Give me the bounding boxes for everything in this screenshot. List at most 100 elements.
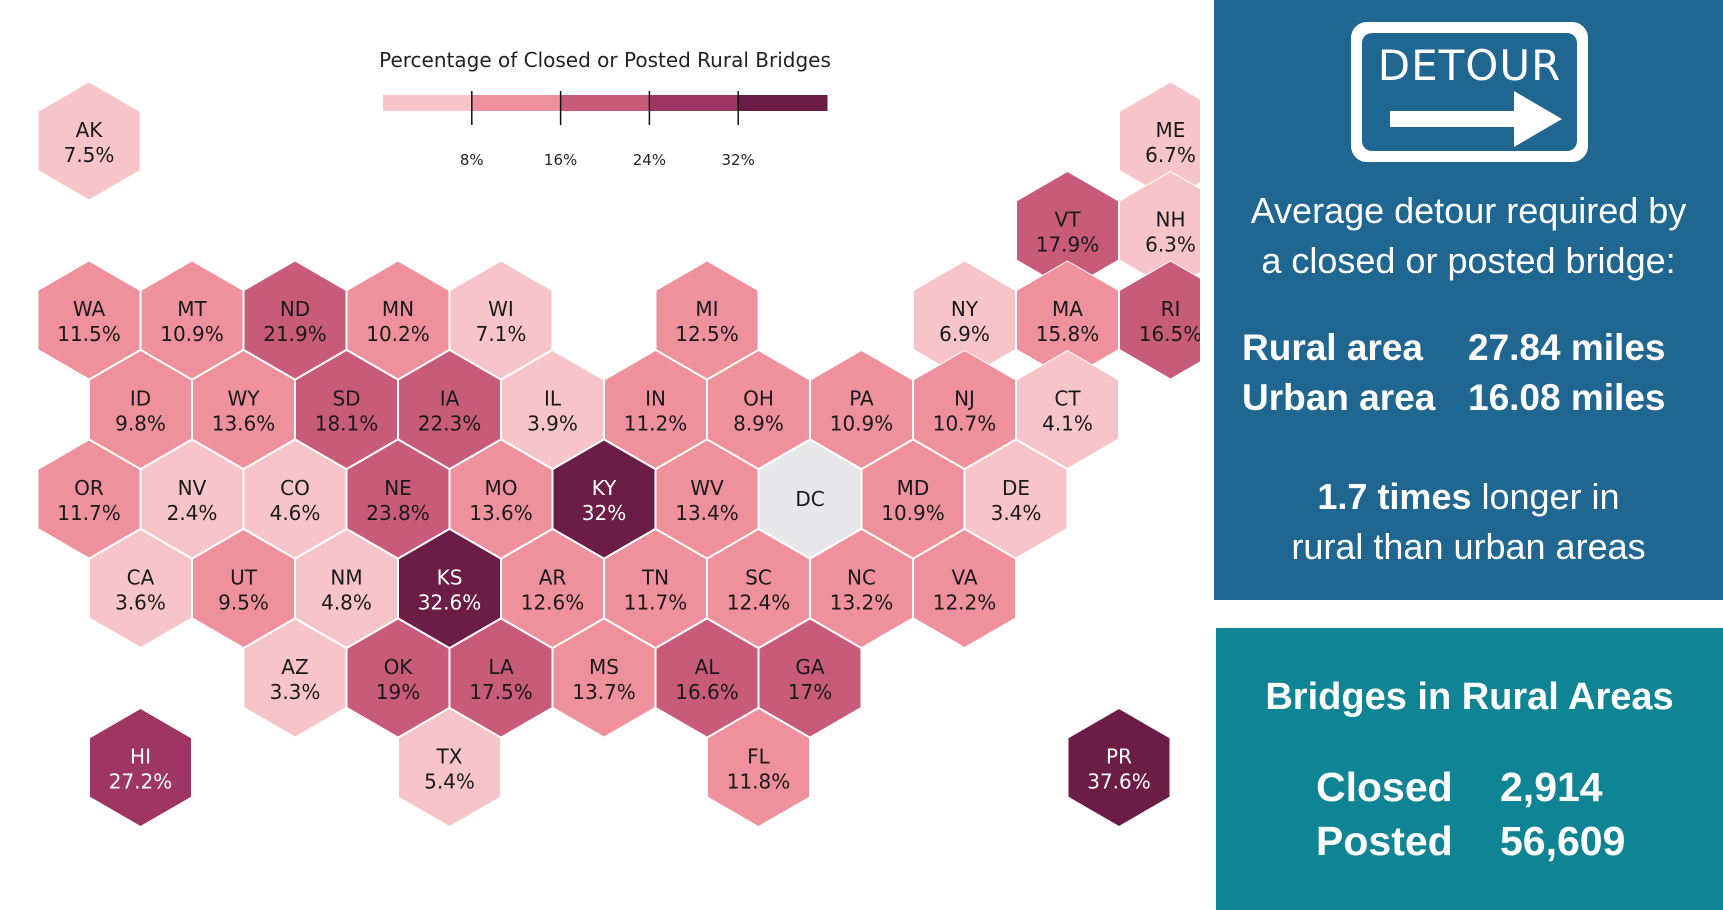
state-percent: 13.4% bbox=[675, 501, 739, 525]
state-hex-co: CO4.6% bbox=[243, 439, 347, 559]
state-percent: 13.7% bbox=[572, 680, 636, 704]
state-hex-de: DE3.4% bbox=[964, 439, 1068, 559]
state-percent: 21.9% bbox=[263, 322, 327, 346]
legend-swatch-2 bbox=[560, 95, 650, 111]
hex-shape bbox=[449, 439, 553, 559]
hex-shape bbox=[913, 349, 1016, 470]
state-percent: 11.8% bbox=[727, 770, 791, 794]
state-percent: 32.6% bbox=[418, 591, 482, 615]
state-percent: 15.8% bbox=[1036, 322, 1100, 346]
legend-color-bar: 8% 16% 24% 32% bbox=[383, 91, 828, 169]
state-percent: 6.9% bbox=[939, 322, 990, 346]
state-hex-me: ME6.7% bbox=[1119, 81, 1200, 201]
hex-shape bbox=[449, 618, 553, 738]
state-percent: 13.6% bbox=[212, 412, 276, 436]
state-abbr: NC bbox=[847, 566, 876, 590]
state-abbr: PR bbox=[1106, 745, 1132, 769]
detour-sign-text: DETOUR bbox=[1377, 41, 1562, 90]
closed-label: Closed bbox=[1316, 764, 1453, 810]
arrow-right-icon bbox=[1390, 91, 1562, 147]
state-hex-ny: NY6.9% bbox=[913, 260, 1016, 380]
hex-shape bbox=[398, 528, 501, 649]
hex-shape bbox=[604, 528, 707, 649]
hex-shape bbox=[37, 260, 141, 380]
state-abbr: WY bbox=[228, 387, 261, 411]
hex-shape bbox=[758, 618, 862, 738]
state-abbr: TN bbox=[641, 566, 669, 590]
state-abbr: GA bbox=[795, 655, 824, 679]
state-abbr: AK bbox=[76, 118, 104, 142]
state-abbr: AR bbox=[539, 566, 567, 590]
state-abbr: OH bbox=[743, 387, 774, 411]
state-hex-nv: NV2.4% bbox=[140, 439, 244, 559]
state-abbr: ND bbox=[280, 297, 310, 321]
state-hexes: AK7.5%ME6.7%VT17.9%NH6.3%WA11.5%MT10.9%N… bbox=[37, 81, 1200, 828]
state-abbr: WI bbox=[488, 297, 514, 321]
state-abbr: SC bbox=[745, 566, 772, 590]
hex-shape bbox=[243, 439, 347, 559]
hex-shape bbox=[810, 528, 913, 649]
state-abbr: IN bbox=[645, 387, 666, 411]
hex-shape bbox=[295, 528, 398, 649]
state-percent: 12.2% bbox=[933, 591, 997, 615]
state-abbr: ID bbox=[130, 387, 151, 411]
state-percent: 6.3% bbox=[1145, 233, 1196, 257]
ratio-rest: longer in bbox=[1471, 476, 1620, 517]
hex-shape bbox=[192, 528, 295, 649]
detour-heading-line2: a closed or posted bridge: bbox=[1261, 240, 1676, 281]
hex-shape bbox=[501, 349, 604, 470]
state-abbr: PA bbox=[849, 387, 874, 411]
state-abbr: DC bbox=[795, 487, 824, 511]
state-percent: 17.9% bbox=[1036, 233, 1100, 257]
rural-area-label: Rural area bbox=[1242, 327, 1423, 368]
state-abbr: MD bbox=[897, 476, 930, 500]
hex-shape bbox=[1016, 349, 1119, 470]
state-hex-ca: CA3.6% bbox=[89, 528, 192, 649]
state-hex-ct: CT4.1% bbox=[1016, 349, 1119, 470]
hex-shape bbox=[964, 439, 1068, 559]
state-percent: 27.2% bbox=[109, 770, 173, 794]
state-abbr: SD bbox=[332, 387, 360, 411]
state-percent: 12.5% bbox=[675, 322, 739, 346]
state-abbr: CA bbox=[127, 566, 155, 590]
state-percent: 6.7% bbox=[1145, 143, 1196, 167]
state-hex-ut: UT9.5% bbox=[192, 528, 295, 649]
posted-label: Posted bbox=[1316, 818, 1453, 864]
state-percent: 3.9% bbox=[527, 412, 578, 436]
state-abbr: DE bbox=[1002, 476, 1030, 500]
hex-shape bbox=[243, 260, 347, 380]
state-abbr: WV bbox=[690, 476, 724, 500]
state-percent: 10.9% bbox=[881, 501, 945, 525]
hex-shape bbox=[758, 439, 862, 559]
hex-tile-map: Percentage of Closed or Posted Rural Bri… bbox=[37, 48, 1200, 828]
state-abbr: UT bbox=[230, 566, 258, 590]
state-abbr: AL bbox=[695, 655, 721, 679]
rural-bridges-panel: Bridges in Rural Areas Closed 2,914 Post… bbox=[1216, 628, 1723, 910]
ratio-bold: 1.7 times bbox=[1317, 476, 1472, 517]
state-hex-il: IL3.9% bbox=[501, 349, 604, 470]
state-percent: 4.8% bbox=[321, 591, 372, 615]
hex-shape bbox=[1067, 707, 1171, 828]
state-abbr: VT bbox=[1055, 208, 1082, 232]
state-percent: 18.1% bbox=[315, 412, 379, 436]
state-abbr: MO bbox=[485, 476, 518, 500]
state-percent: 8.9% bbox=[733, 412, 784, 436]
legend-swatch-0 bbox=[383, 95, 473, 111]
state-abbr: FL bbox=[747, 745, 771, 769]
hex-shape bbox=[398, 349, 501, 470]
state-percent: 37.6% bbox=[1087, 770, 1151, 794]
state-abbr: NJ bbox=[954, 387, 975, 411]
